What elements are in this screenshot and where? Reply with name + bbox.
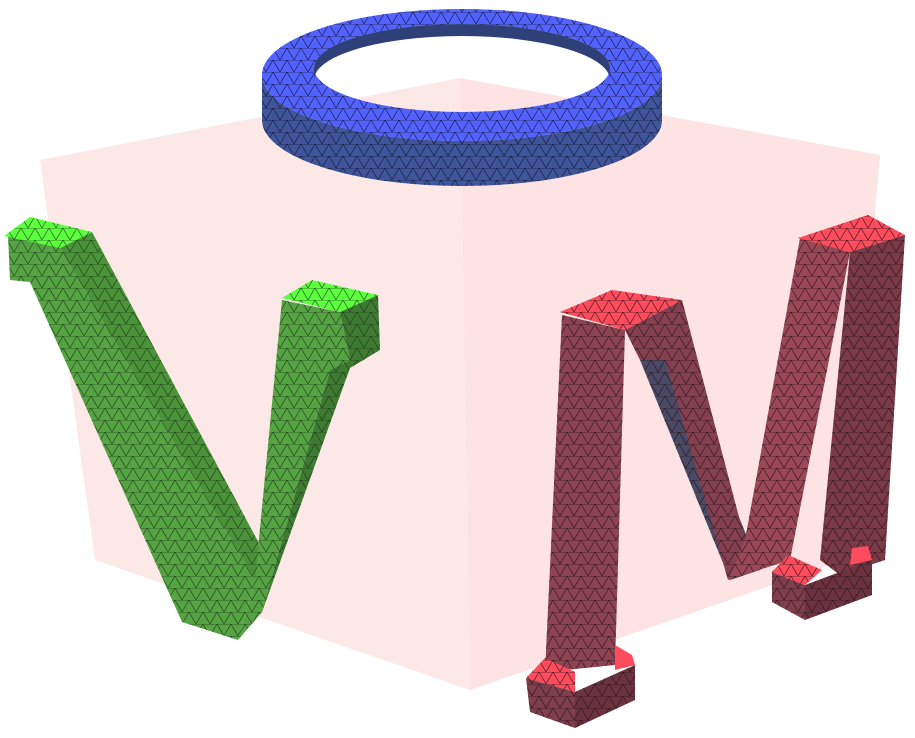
- m-right-foot-top-right: [850, 546, 872, 565]
- ring-mesh: [262, 9, 662, 186]
- ring-top-face-wire: [262, 9, 662, 141]
- ring-inner-wall: [314, 24, 610, 80]
- m-left-foot-top-right: [615, 645, 635, 670]
- letter-m-mesh: [526, 215, 905, 728]
- letter-v-mesh: [4, 217, 380, 640]
- ring-outer-side-wire: [262, 75, 662, 186]
